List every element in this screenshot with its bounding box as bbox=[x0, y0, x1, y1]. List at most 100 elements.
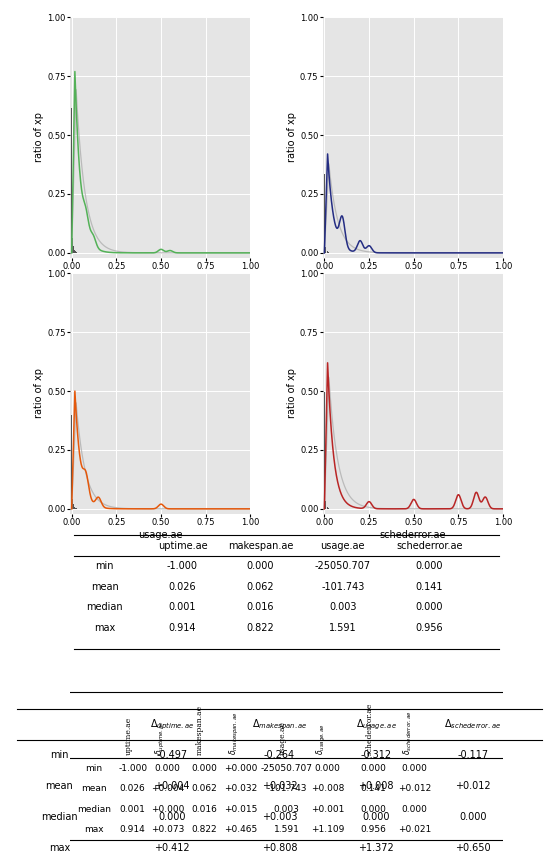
Text: mean: mean bbox=[81, 784, 107, 793]
Text: -1.000: -1.000 bbox=[118, 764, 147, 773]
Text: 0.001: 0.001 bbox=[120, 805, 146, 814]
Text: 0.956: 0.956 bbox=[360, 825, 386, 834]
Text: max: max bbox=[84, 825, 103, 834]
X-axis label: usage.ae: usage.ae bbox=[138, 530, 182, 539]
Text: 0.914: 0.914 bbox=[120, 825, 145, 834]
Text: $\Delta_{schederror.ae}$: $\Delta_{schederror.ae}$ bbox=[444, 717, 501, 731]
Text: 0.026: 0.026 bbox=[120, 784, 145, 793]
Text: 0.016: 0.016 bbox=[247, 603, 274, 612]
Text: 0.062: 0.062 bbox=[247, 582, 274, 592]
Text: makespan.ae: makespan.ae bbox=[196, 705, 204, 755]
Text: +0.000: +0.000 bbox=[151, 805, 184, 814]
Text: usage.ae: usage.ae bbox=[278, 721, 287, 755]
Text: uptime.ae: uptime.ae bbox=[158, 541, 207, 550]
X-axis label: uptime.ae: uptime.ae bbox=[135, 273, 185, 284]
Text: +0.412: +0.412 bbox=[154, 844, 190, 853]
Text: 0.141: 0.141 bbox=[416, 582, 443, 592]
Text: +0.001: +0.001 bbox=[311, 805, 344, 814]
Text: schederror.ae: schederror.ae bbox=[365, 703, 373, 755]
Text: 0.000: 0.000 bbox=[360, 805, 386, 814]
Text: 1.591: 1.591 bbox=[273, 825, 300, 834]
Text: -0.312: -0.312 bbox=[361, 751, 392, 760]
Text: median: median bbox=[41, 813, 78, 822]
Text: max: max bbox=[49, 844, 70, 853]
Text: -1.000: -1.000 bbox=[167, 562, 198, 571]
Text: 0.914: 0.914 bbox=[169, 623, 196, 633]
Text: 0.000: 0.000 bbox=[362, 813, 390, 822]
Text: min: min bbox=[50, 751, 69, 760]
Y-axis label: ratio of xp: ratio of xp bbox=[35, 368, 44, 418]
Text: +0.008: +0.008 bbox=[358, 782, 394, 791]
Text: 0.000: 0.000 bbox=[416, 603, 443, 612]
Text: +0.012: +0.012 bbox=[397, 784, 431, 793]
Text: +0.021: +0.021 bbox=[397, 825, 431, 834]
Text: 0.003: 0.003 bbox=[329, 603, 357, 612]
Text: 0.001: 0.001 bbox=[169, 603, 196, 612]
Text: 0.000: 0.000 bbox=[459, 813, 486, 822]
Text: usage.ae: usage.ae bbox=[320, 541, 365, 550]
X-axis label: makespan.ae: makespan.ae bbox=[380, 273, 446, 284]
Text: +0.032: +0.032 bbox=[224, 784, 258, 793]
Text: 1.591: 1.591 bbox=[329, 623, 357, 633]
Text: -25050.707: -25050.707 bbox=[315, 562, 371, 571]
Text: $\delta_{schederror.ae}$: $\delta_{schederror.ae}$ bbox=[402, 710, 414, 755]
Text: mean: mean bbox=[46, 782, 73, 791]
Text: +1.109: +1.109 bbox=[311, 825, 344, 834]
Text: min: min bbox=[95, 562, 114, 571]
Text: +0.008: +0.008 bbox=[311, 784, 344, 793]
Text: +0.032: +0.032 bbox=[262, 782, 297, 791]
X-axis label: schederror.ae: schederror.ae bbox=[380, 530, 446, 539]
Text: uptime.ae: uptime.ae bbox=[125, 717, 132, 755]
Text: 0.000: 0.000 bbox=[247, 562, 274, 571]
Text: mean: mean bbox=[91, 582, 119, 592]
Text: 0.000: 0.000 bbox=[154, 764, 181, 773]
Y-axis label: ratio of xp: ratio of xp bbox=[35, 113, 44, 163]
Text: -25050.707: -25050.707 bbox=[260, 764, 312, 773]
Text: 0.822: 0.822 bbox=[247, 623, 274, 633]
Text: +0.808: +0.808 bbox=[262, 844, 297, 853]
Text: $\Delta_{uptime.ae}$: $\Delta_{uptime.ae}$ bbox=[150, 717, 195, 732]
Text: 0.000: 0.000 bbox=[401, 805, 427, 814]
Text: +0.004: +0.004 bbox=[154, 782, 190, 791]
Text: max: max bbox=[94, 623, 115, 633]
Text: $\Delta_{makespan.ae}$: $\Delta_{makespan.ae}$ bbox=[252, 717, 307, 732]
Text: 0.000: 0.000 bbox=[191, 764, 217, 773]
Text: +0.015: +0.015 bbox=[224, 805, 258, 814]
Text: $\delta_{uptime.ae}$: $\delta_{uptime.ae}$ bbox=[154, 721, 167, 755]
Text: 0.141: 0.141 bbox=[360, 784, 386, 793]
Text: 0.062: 0.062 bbox=[191, 784, 217, 793]
Text: 0.016: 0.016 bbox=[191, 805, 217, 814]
Text: min: min bbox=[85, 764, 102, 773]
Text: +1.372: +1.372 bbox=[358, 844, 394, 853]
Text: +0.465: +0.465 bbox=[224, 825, 258, 834]
Text: 0.026: 0.026 bbox=[169, 582, 196, 592]
Text: median: median bbox=[77, 805, 111, 814]
Text: +0.004: +0.004 bbox=[151, 784, 184, 793]
Text: +0.012: +0.012 bbox=[455, 782, 490, 791]
Text: -0.497: -0.497 bbox=[157, 751, 188, 760]
Text: $\delta_{makespan.ae}$: $\delta_{makespan.ae}$ bbox=[228, 712, 241, 755]
Text: -0.117: -0.117 bbox=[457, 751, 488, 760]
Text: median: median bbox=[86, 603, 123, 612]
Text: +0.073: +0.073 bbox=[151, 825, 184, 834]
Text: 0.000: 0.000 bbox=[315, 764, 340, 773]
Text: makespan.ae: makespan.ae bbox=[228, 541, 293, 550]
Text: 0.000: 0.000 bbox=[360, 764, 386, 773]
Text: 0.000: 0.000 bbox=[416, 562, 443, 571]
Text: +0.003: +0.003 bbox=[262, 813, 297, 822]
Text: 0.000: 0.000 bbox=[158, 813, 186, 822]
Text: $\delta_{usage.ae}$: $\delta_{usage.ae}$ bbox=[315, 723, 328, 755]
Text: -101.743: -101.743 bbox=[266, 784, 307, 793]
Text: +0.000: +0.000 bbox=[224, 764, 258, 773]
Text: schederror.ae: schederror.ae bbox=[396, 541, 463, 550]
Text: -101.743: -101.743 bbox=[321, 582, 364, 592]
Y-axis label: ratio of xp: ratio of xp bbox=[287, 113, 297, 163]
Text: 0.000: 0.000 bbox=[401, 764, 427, 773]
Text: +0.650: +0.650 bbox=[455, 844, 490, 853]
Y-axis label: ratio of xp: ratio of xp bbox=[287, 368, 297, 418]
Text: 0.003: 0.003 bbox=[273, 805, 300, 814]
Text: 0.956: 0.956 bbox=[416, 623, 443, 633]
Text: -0.264: -0.264 bbox=[264, 751, 295, 760]
Text: 0.822: 0.822 bbox=[191, 825, 217, 834]
Text: $\Delta_{usage.ae}$: $\Delta_{usage.ae}$ bbox=[356, 717, 396, 732]
